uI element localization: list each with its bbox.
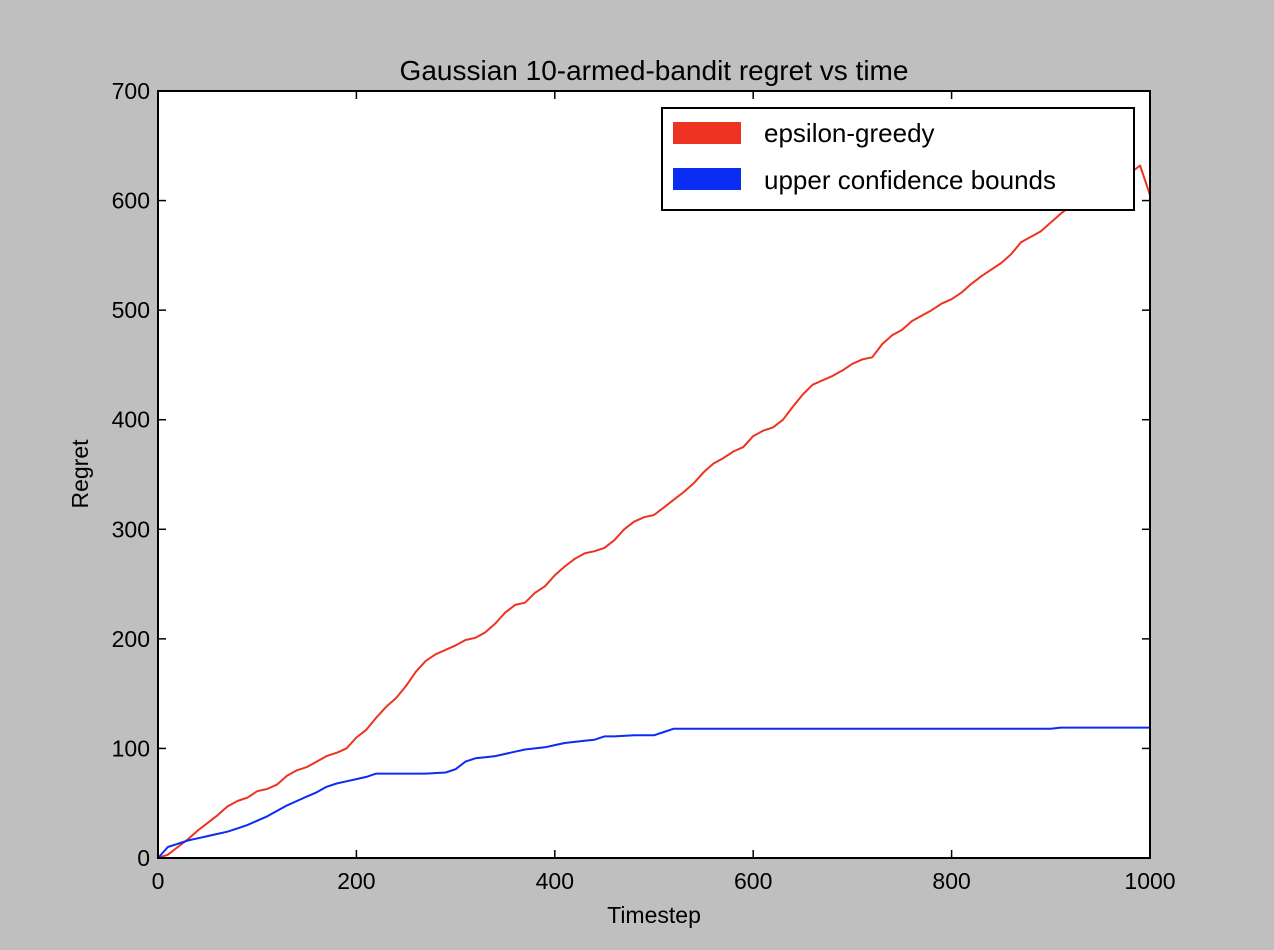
plot-background xyxy=(158,91,1150,858)
x-tick-label: 400 xyxy=(536,868,574,894)
y-tick-label: 200 xyxy=(112,626,150,652)
chart-title: Gaussian 10-armed-bandit regret vs time xyxy=(400,55,909,86)
axis-ticks: 0 200 400 600 800 1000 0 100 200 300 400 500 600 700 xyxy=(112,78,1176,894)
x-tick-label: 200 xyxy=(337,868,375,894)
series-line-upper-confidence-bounds xyxy=(157,726,1150,859)
y-tick-label: 500 xyxy=(112,297,150,323)
x-tick-label: 800 xyxy=(932,868,970,894)
y-tick-label: 100 xyxy=(112,735,150,761)
y-axis-label: Regret xyxy=(67,439,93,509)
y-tick-label: 700 xyxy=(112,78,150,104)
plot-frame xyxy=(157,90,1151,859)
legend-label-upper-confidence-bounds: upper confidence bounds xyxy=(764,165,1056,195)
y-tick-label: 600 xyxy=(112,188,150,214)
y-tick-label: 300 xyxy=(112,516,150,542)
y-tick-label: 0 xyxy=(137,845,150,871)
series-line-epsilon-greedy xyxy=(157,164,1151,859)
legend-label-epsilon-greedy: epsilon-greedy xyxy=(764,118,935,148)
legend-swatch-upper-confidence-bounds xyxy=(673,168,741,190)
x-tick-label: 0 xyxy=(152,868,165,894)
legend: epsilon-greedy upper confidence bounds xyxy=(661,107,1135,211)
x-tick-label: 600 xyxy=(734,868,772,894)
x-tick-label: 1000 xyxy=(1124,868,1175,894)
series-lines xyxy=(157,164,1151,859)
y-tick-label: 400 xyxy=(112,407,150,433)
legend-swatch-epsilon-greedy xyxy=(673,122,741,144)
x-axis-label: Timestep xyxy=(607,902,701,928)
